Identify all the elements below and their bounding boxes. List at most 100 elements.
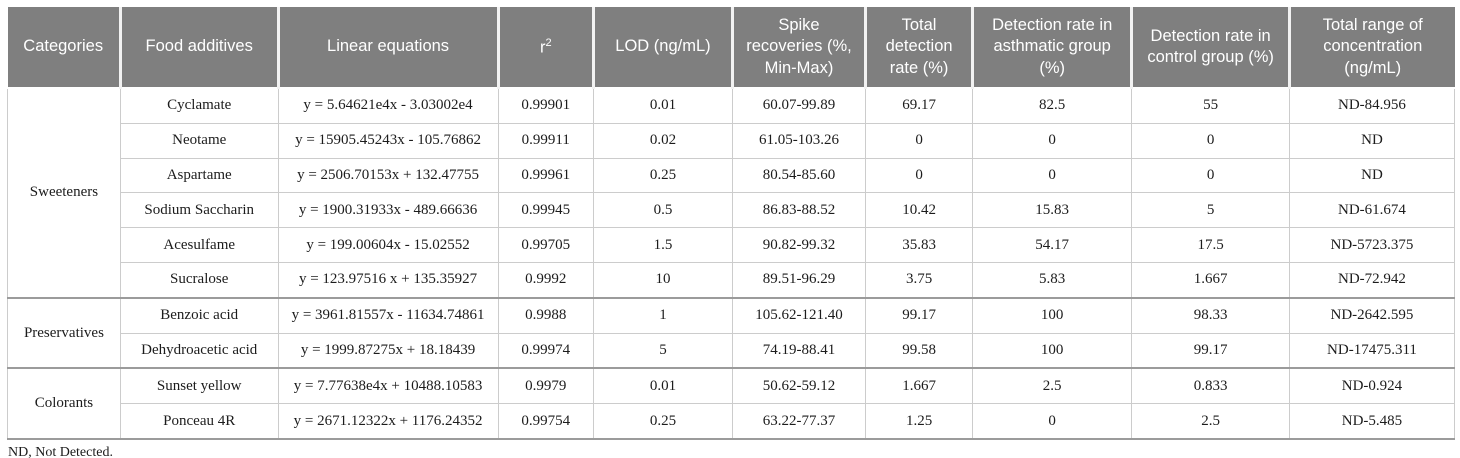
cell-asthmatic-rate: 100 bbox=[972, 296, 1133, 334]
cell-control-rate: 0 bbox=[1131, 157, 1290, 194]
header-food-additives: Food additives bbox=[118, 7, 279, 89]
cell-r2: 0.9988 bbox=[497, 296, 595, 334]
cell-r2: 0.9992 bbox=[497, 261, 595, 299]
cell-additive: Sunset yellow bbox=[119, 367, 279, 405]
cell-equation: y = 1999.87275x + 18.18439 bbox=[277, 332, 499, 369]
cell-additive: Ponceau 4R bbox=[119, 403, 279, 440]
header-control-rate: Detection rate in control group (%) bbox=[1130, 7, 1290, 89]
cell-control-rate: 55 bbox=[1131, 88, 1290, 124]
cell-r2: 0.99945 bbox=[497, 192, 595, 229]
cell-asthmatic-rate: 0 bbox=[972, 122, 1133, 159]
table-row: Sweeteners Cyclamate y = 5.64621e4x - 3.… bbox=[7, 88, 1456, 299]
cell-total-rate: 99.58 bbox=[865, 332, 974, 369]
header-linear-equations: Linear equations bbox=[276, 7, 499, 89]
cell-total-rate: 99.17 bbox=[865, 296, 974, 334]
cell-r2: 0.99961 bbox=[497, 157, 595, 194]
table-row: Ponceau 4R y = 2671.12322x + 1176.24352 … bbox=[8, 403, 1456, 440]
cell-additive: Sodium Saccharin bbox=[119, 192, 279, 229]
cell-lod: 0.25 bbox=[593, 403, 733, 440]
table-header: Categories Food additives Linear equatio… bbox=[7, 7, 1455, 89]
cell-total-rate: 1.25 bbox=[865, 403, 974, 440]
cell-equation: y = 2671.12322x + 1176.24352 bbox=[277, 403, 499, 440]
cell-control-rate: 98.33 bbox=[1131, 296, 1290, 334]
cell-control-rate: 2.5 bbox=[1131, 403, 1290, 440]
cell-asthmatic-rate: 100 bbox=[972, 332, 1133, 369]
table-row: Sodium Saccharin y = 1900.31933x - 489.6… bbox=[8, 192, 1456, 229]
header-r-squared: r2 bbox=[496, 7, 594, 89]
cell-range: ND-0.924 bbox=[1288, 367, 1456, 405]
header-row: Categories Food additives Linear equatio… bbox=[7, 7, 1455, 89]
cell-additive: Aspartame bbox=[119, 157, 279, 194]
cell-equation: y = 7.77638e4x + 10488.10583 bbox=[277, 367, 499, 405]
cell-control-rate: 1.667 bbox=[1131, 261, 1290, 299]
cell-asthmatic-rate: 82.5 bbox=[972, 88, 1133, 124]
cell-additive: Cyclamate bbox=[119, 88, 279, 124]
cell-additive: Neotame bbox=[119, 122, 279, 159]
header-total-detection-rate: Total detection rate (%) bbox=[864, 7, 973, 89]
category-cell-sweeteners: Sweeteners bbox=[7, 88, 121, 299]
table-footnote: ND, Not Detected. bbox=[8, 444, 113, 458]
cell-spike: 63.22-77.37 bbox=[731, 403, 867, 440]
cell-total-rate: 0 bbox=[865, 122, 974, 159]
header-lod: LOD (ng/mL) bbox=[592, 7, 733, 89]
cell-equation: y = 1900.31933x - 489.66636 bbox=[277, 192, 499, 229]
cell-equation: y = 123.97516 x + 135.35927 bbox=[277, 261, 499, 299]
cell-spike: 74.19-88.41 bbox=[731, 332, 867, 369]
cell-range: ND-5723.375 bbox=[1288, 227, 1456, 263]
cell-range: ND bbox=[1288, 157, 1456, 194]
cell-asthmatic-rate: 0 bbox=[972, 403, 1133, 440]
cell-lod: 10 bbox=[593, 261, 733, 299]
cell-spike: 86.83-88.52 bbox=[731, 192, 867, 229]
cell-spike: 50.62-59.12 bbox=[731, 367, 867, 405]
cell-asthmatic-rate: 54.17 bbox=[972, 227, 1133, 263]
cell-spike: 80.54-85.60 bbox=[731, 157, 867, 194]
cell-r2: 0.99911 bbox=[497, 122, 595, 159]
cell-lod: 5 bbox=[593, 332, 733, 369]
category-cell-colorants: Colorants bbox=[7, 367, 121, 440]
cell-range: ND-17475.311 bbox=[1288, 332, 1456, 369]
cell-spike: 90.82-99.32 bbox=[731, 227, 867, 263]
cell-total-rate: 10.42 bbox=[865, 192, 974, 229]
cell-additive: Dehydroacetic acid bbox=[119, 332, 279, 369]
header-spike-recoveries: Spike recoveries (%, Min-Max) bbox=[730, 7, 866, 89]
cell-lod: 0.02 bbox=[593, 122, 733, 159]
cell-r2: 0.99705 bbox=[497, 227, 595, 263]
cell-total-rate: 3.75 bbox=[865, 261, 974, 299]
table-row: Dehydroacetic acid y = 1999.87275x + 18.… bbox=[8, 332, 1456, 369]
cell-lod: 0.5 bbox=[593, 192, 733, 229]
cell-additive: Sucralose bbox=[119, 261, 279, 299]
cell-control-rate: 99.17 bbox=[1131, 332, 1290, 369]
cell-additive: Benzoic acid bbox=[119, 296, 279, 334]
cell-control-rate: 5 bbox=[1131, 192, 1290, 229]
cell-lod: 0.01 bbox=[593, 367, 733, 405]
cell-total-rate: 0 bbox=[865, 157, 974, 194]
cell-range: ND-84.956 bbox=[1288, 88, 1456, 124]
table-row: Sucralose y = 123.97516 x + 135.35927 0.… bbox=[8, 261, 1456, 299]
header-total-range: Total range of concentration (ng/mL) bbox=[1287, 7, 1455, 89]
additives-table: Categories Food additives Linear equatio… bbox=[7, 7, 1456, 440]
cell-range: ND-72.942 bbox=[1288, 261, 1456, 299]
cell-total-rate: 1.667 bbox=[865, 367, 974, 405]
table-row: Acesulfame y = 199.00604x - 15.02552 0.9… bbox=[8, 227, 1456, 263]
cell-lod: 1.5 bbox=[593, 227, 733, 263]
cell-lod: 0.25 bbox=[593, 157, 733, 194]
header-categories: Categories bbox=[7, 7, 121, 89]
cell-range: ND bbox=[1288, 122, 1456, 159]
table-body: Sweeteners Cyclamate y = 5.64621e4x - 3.… bbox=[7, 88, 1456, 440]
cell-spike: 60.07-99.89 bbox=[731, 88, 867, 124]
cell-r2: 0.99974 bbox=[497, 332, 595, 369]
cell-lod: 1 bbox=[593, 296, 733, 334]
cell-range: ND-2642.595 bbox=[1288, 296, 1456, 334]
cell-lod: 0.01 bbox=[593, 88, 733, 124]
table-row: Neotame y = 15905.45243x - 105.76862 0.9… bbox=[8, 122, 1456, 159]
cell-equation: y = 2506.70153x + 132.47755 bbox=[277, 157, 499, 194]
cell-spike: 61.05-103.26 bbox=[731, 122, 867, 159]
cell-r2: 0.99754 bbox=[497, 403, 595, 440]
cell-asthmatic-rate: 2.5 bbox=[972, 367, 1133, 405]
cell-equation: y = 15905.45243x - 105.76862 bbox=[277, 122, 499, 159]
cell-control-rate: 0.833 bbox=[1131, 367, 1290, 405]
table-row: Colorants Sunset yellow y = 7.77638e4x +… bbox=[7, 367, 1456, 440]
cell-total-rate: 35.83 bbox=[865, 227, 974, 263]
table-row: Preservatives Benzoic acid y = 3961.8155… bbox=[7, 296, 1456, 369]
